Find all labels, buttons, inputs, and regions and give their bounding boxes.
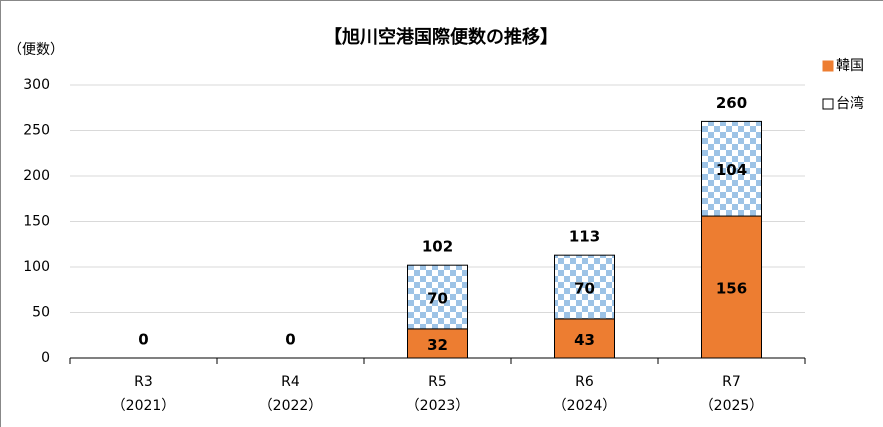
x-tick-year: （2024）: [553, 398, 617, 414]
y-tick-label: 0: [41, 350, 50, 366]
legend-swatch: [822, 98, 834, 110]
total-label: 260: [716, 94, 747, 112]
chart-title: 【旭川空港国際便数の推移】: [324, 26, 558, 48]
data-label: 104: [716, 161, 747, 179]
x-tick-year: （2021）: [112, 398, 176, 414]
x-tick-year: （2022）: [259, 398, 323, 414]
bar-segment: [407, 328, 468, 359]
total-label: 0: [138, 331, 148, 349]
y-tick-label: 100: [23, 259, 50, 275]
total-label: 113: [569, 228, 600, 246]
bar-segment: [554, 318, 615, 359]
data-label: 156: [716, 280, 747, 298]
x-tick-label: R5: [428, 374, 447, 390]
x-tick-year: （2023）: [406, 398, 470, 414]
y-axis-label: （便数）: [8, 42, 64, 58]
x-tick-label: R4: [281, 374, 300, 390]
x-tick-label: R6: [575, 374, 594, 390]
data-label: 70: [574, 280, 595, 298]
x-tick-label: R7: [722, 374, 741, 390]
y-tick-label: 250: [23, 123, 50, 139]
bar-segment: [554, 254, 615, 320]
legend-label: 韓国: [836, 58, 864, 74]
x-tick-label: R3: [134, 374, 153, 390]
data-label: 70: [427, 290, 448, 308]
y-tick-label: 200: [23, 168, 50, 184]
y-tick-label: 300: [23, 77, 50, 93]
bar-segment: [701, 120, 762, 217]
bar-segment: [407, 264, 468, 330]
y-tick-label: 150: [23, 214, 50, 230]
y-tick-label: 50: [32, 305, 50, 321]
bar-segment: [701, 215, 762, 359]
legend-swatch: [822, 60, 834, 72]
data-label: 32: [427, 336, 448, 354]
total-label: 0: [285, 331, 295, 349]
total-label: 102: [422, 238, 453, 256]
data-label: 43: [574, 331, 595, 349]
x-tick-year: （2025）: [700, 398, 764, 414]
legend-label: 台湾: [836, 95, 864, 112]
